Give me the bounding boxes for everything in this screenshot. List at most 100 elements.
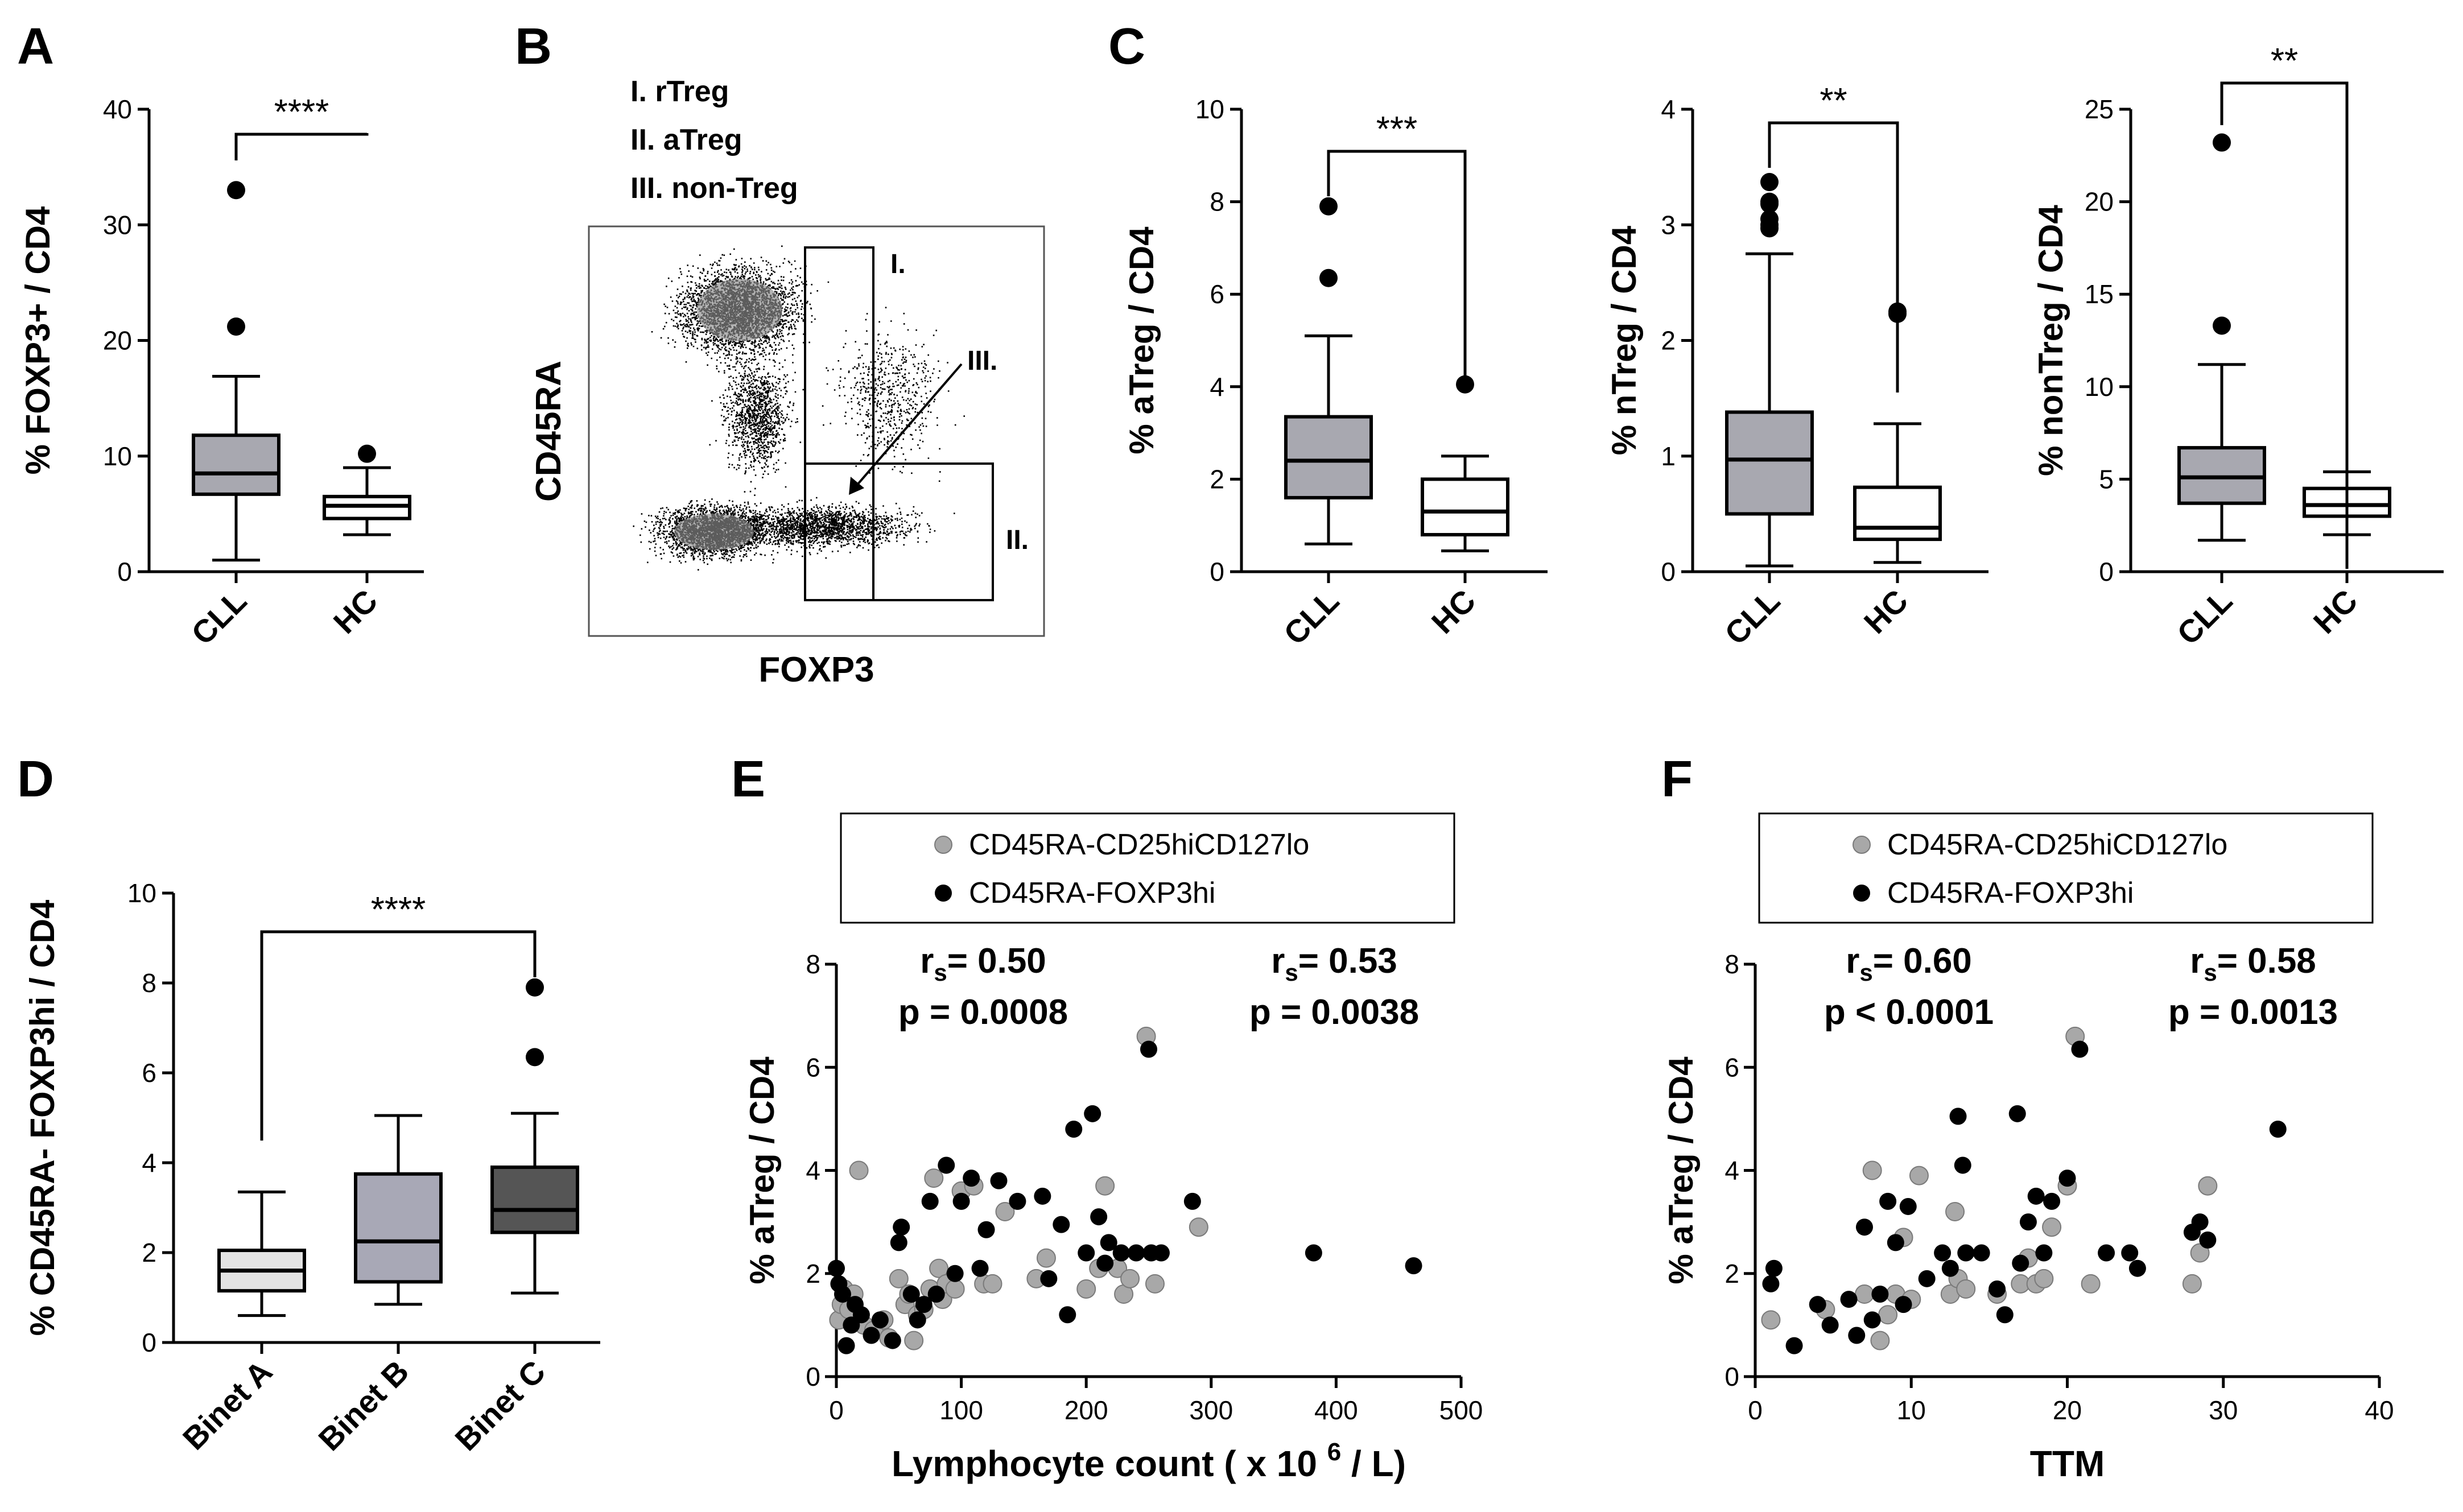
- outlier-point: [227, 317, 245, 336]
- y-tick-label: 10: [2085, 372, 2114, 402]
- significance-label: ****: [371, 890, 426, 929]
- y-tick-label: 6: [1210, 279, 1224, 309]
- point-black: [1128, 1244, 1145, 1262]
- rs-value: = 0.53: [1298, 941, 1397, 981]
- y-tick-label: 4: [1210, 372, 1224, 402]
- flow-plot-B: I. rTreg II. aTreg III. non-Treg I. II. III. F…: [529, 75, 1045, 689]
- point-black: [921, 1192, 939, 1210]
- rs-subscript: s: [1859, 959, 1872, 986]
- y-tick-label: 2: [142, 1238, 156, 1267]
- y-tick-label: 10: [103, 441, 132, 471]
- point-black: [1765, 1259, 1783, 1277]
- point-black: [1152, 1244, 1170, 1262]
- point-grey: [889, 1269, 909, 1288]
- rs-symbol: r: [1271, 941, 1285, 981]
- point-black: [2012, 1254, 2029, 1272]
- significance-bracket: [234, 133, 369, 160]
- y-tick-label: 25: [2085, 94, 2114, 124]
- outlier-point: [1760, 192, 1779, 211]
- flow-density-core: [674, 514, 754, 550]
- point-grey: [1145, 1274, 1165, 1294]
- x-axis-label-tail: / L): [1341, 1443, 1406, 1484]
- y-tick-label: 6: [806, 1052, 820, 1082]
- point-black: [2019, 1213, 2037, 1231]
- category-label: HC: [1425, 583, 1483, 641]
- y-tick-label: 8: [142, 968, 156, 998]
- y-tick-label: 40: [103, 94, 132, 124]
- y-tick-label: 0: [142, 1328, 156, 1357]
- point-black: [1871, 1286, 1889, 1303]
- outlier-point: [1456, 375, 1474, 394]
- x-tick-label: 300: [1189, 1395, 1233, 1425]
- y-tick-label: 0: [1661, 557, 1676, 586]
- point-black: [1078, 1244, 1095, 1262]
- point-grey: [2034, 1269, 2054, 1288]
- point-black: [1954, 1156, 1971, 1174]
- legend-label-black: CD45RA-FOXP3hi: [1887, 877, 2134, 910]
- point-grey: [945, 1279, 965, 1299]
- point-black: [2058, 1170, 2076, 1187]
- point-grey: [929, 1258, 949, 1278]
- x-tick-label: 400: [1314, 1395, 1358, 1425]
- point-grey: [1095, 1176, 1115, 1196]
- rs-value: = 0.60: [1873, 941, 1972, 981]
- outlier-point: [526, 978, 544, 997]
- point-black: [1887, 1234, 1904, 1251]
- point-black: [871, 1311, 889, 1329]
- grey-series-p-value: p = 0.0038: [1249, 993, 1419, 1032]
- gate-III-arrow: [852, 363, 963, 490]
- point-black: [909, 1311, 926, 1329]
- point-black: [1848, 1327, 1866, 1344]
- point-grey: [1878, 1305, 1898, 1325]
- y-tick-label: 10: [127, 878, 156, 908]
- point-black: [1762, 1275, 1780, 1292]
- point-grey: [1909, 1166, 1929, 1185]
- black-series-rs-stat: rs= 0.60: [1846, 941, 1972, 986]
- y-tick-label: 6: [1724, 1052, 1739, 1082]
- point-grey: [1945, 1202, 1965, 1221]
- box-0: [1284, 415, 1373, 499]
- category-label: CLL: [1718, 583, 1787, 652]
- y-tick-label: 4: [142, 1148, 156, 1178]
- point-black: [2071, 1040, 2089, 1058]
- point-black: [1949, 1108, 1967, 1125]
- point-black: [915, 1296, 933, 1313]
- y-tick-label: 2: [806, 1259, 820, 1288]
- significance-bracket: [260, 930, 537, 1141]
- panel-label-A: A: [17, 18, 54, 75]
- box-1: [1853, 485, 1942, 542]
- y-axis-label: % aTreg / CD4: [1123, 226, 1161, 455]
- y-tick-label: 4: [1724, 1156, 1739, 1185]
- point-grey: [1956, 1279, 1976, 1299]
- x-tick-label: 100: [939, 1395, 983, 1425]
- box-2: [490, 1165, 579, 1234]
- legend-marker-black: [935, 885, 952, 902]
- point-black: [2027, 1187, 2045, 1205]
- y-tick-label: 30: [103, 210, 132, 239]
- x-axis-label: TTM: [2030, 1443, 2105, 1484]
- point-black: [1918, 1270, 1936, 1287]
- point-black: [2191, 1213, 2209, 1231]
- flow-event-dots: [633, 245, 965, 571]
- boxplot-C1: 0 2 4 6 8 10 % aTreg / CD4 CLL HC ***: [1123, 94, 1548, 651]
- y-tick-label: 15: [2085, 279, 2114, 309]
- black-series-p-value: p = 0.0008: [898, 993, 1068, 1032]
- significance-bracket: [2220, 81, 2349, 569]
- y-tick-label: 5: [2099, 464, 2114, 494]
- point-grey: [1761, 1310, 1781, 1330]
- flow-plot-frame: [588, 225, 1045, 637]
- grey-series-p-value: p = 0.0013: [2168, 993, 2338, 1032]
- point-black: [1941, 1259, 1959, 1277]
- legend-box: [840, 812, 1455, 924]
- point-black: [2269, 1121, 2287, 1138]
- grey-series-rs-stat: rs= 0.58: [2190, 941, 2316, 986]
- box-0: [192, 433, 280, 496]
- gate-legend-item: I. rTreg: [630, 75, 729, 108]
- flow-event-dot-cloud: [633, 245, 965, 571]
- point-black: [2008, 1105, 2026, 1122]
- significance-label: **: [2271, 42, 2298, 81]
- point-grey: [904, 1331, 924, 1350]
- box-1: [1421, 477, 1509, 536]
- category-label: Binet C: [448, 1353, 552, 1457]
